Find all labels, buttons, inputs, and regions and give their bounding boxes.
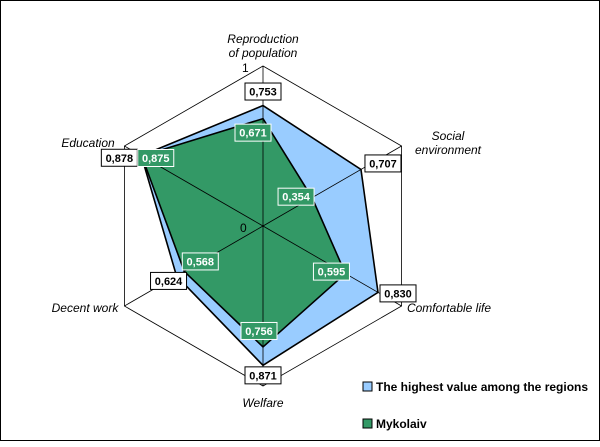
scale-labels: 1 0 [240,61,249,235]
data-label-highest-text: 0,830 [384,288,412,300]
legend-swatch-mykolaiv [362,418,373,429]
data-label-mykolaiv-text: 0,354 [282,192,310,204]
data-label-highest-box [244,366,282,385]
data-label-mykolaiv: 0,354 [277,187,315,206]
category-label: Reproduction of population [227,32,299,60]
scale-min-label: 0 [240,221,247,235]
data-label-mykolaiv-text: 0,671 [239,128,267,140]
data-label-highest: 0,871 [244,366,282,385]
data-label-highest: 0,878 [100,148,138,167]
data-label-mykolaiv-box [181,252,219,271]
data-label-mykolaiv-text: 0,568 [187,256,215,268]
data-label-mykolaiv: 0,595 [312,262,350,281]
data-label-mykolaiv-text: 0,756 [245,326,273,338]
data-label-highest-text: 0,624 [155,276,183,288]
data-label-highest: 0,624 [150,271,188,290]
radar-series [140,104,379,367]
data-label-highest: 0,707 [364,154,402,173]
data-label-highest-box [150,271,188,290]
data-label-mykolaiv-text: 0,595 [318,267,346,279]
category-label: Decent work [52,301,120,315]
data-label-highest-text: 0,878 [106,153,134,165]
legend-swatch-highest [362,381,373,392]
data-label-mykolaiv-box [312,262,350,281]
data-label-mykolaiv-box [277,187,315,206]
data-label-mykolaiv-box [240,321,278,340]
category-label: Comfortable life [407,301,491,315]
category-label: Welfare [242,396,283,410]
data-label-mykolaiv-text: 0,875 [142,153,170,165]
scale-max-label: 1 [242,61,249,75]
data-label-mykolaiv: 0,671 [234,123,272,142]
category-label: Education [61,136,115,150]
category-labels: Reproduction of population Social environme… [52,32,492,410]
data-label-highest-box [379,284,417,303]
data-label-highest: 0,753 [244,82,282,101]
data-label-mykolaiv: 0,756 [240,321,278,340]
category-label: Social environment [415,129,482,157]
data-label-highest-text: 0,753 [249,87,277,99]
legend-label-highest: The highest value among the regions [376,380,588,394]
legend-label-mykolaiv: Mykolaiv [376,417,427,431]
data-label-highest-box [244,82,282,101]
data-label-highest: 0,830 [379,284,417,303]
data-label-mykolaiv: 0,875 [137,149,175,167]
data-label-highest-text: 0,871 [249,370,277,382]
data-label-highest-text: 0,707 [369,158,397,170]
data-label-highest-box [364,154,402,173]
data-label-mykolaiv-box [234,123,272,142]
data-label-mykolaiv: 0,568 [181,252,219,271]
legend: The highest value among the regions Myko… [362,380,588,431]
data-labels: 0,753 0,707 0,830 0,871 0,624 0,878 0,671 0,354… [100,82,417,385]
data-label-mykolaiv-box [137,149,175,167]
